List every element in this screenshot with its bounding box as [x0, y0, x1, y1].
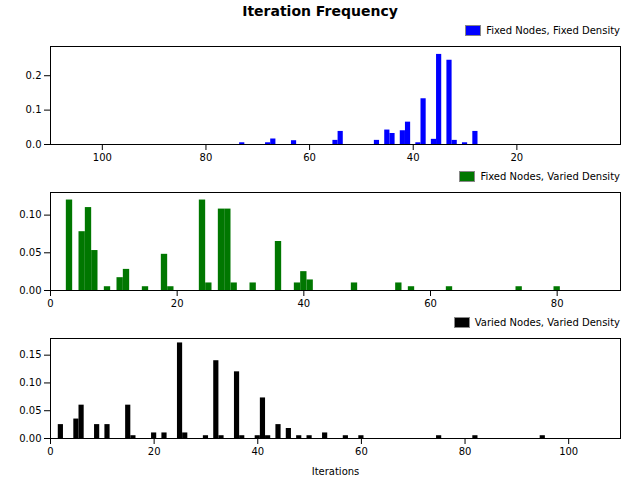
svg-text:0.15: 0.15 [19, 349, 41, 360]
svg-text:40: 40 [297, 298, 310, 309]
svg-text:80: 80 [459, 446, 472, 457]
html-text:Iteration Frequency: Iteration Frequency [242, 3, 398, 19]
svg-text:0.05: 0.05 [19, 247, 41, 258]
svg-text:60: 60 [424, 298, 437, 309]
html-text:Varied Nodes, Varied Density: Varied Nodes, Varied Density [474, 316, 620, 328]
svg-text:20: 20 [171, 298, 184, 309]
svg-text:Iterations: Iterations [312, 466, 360, 477]
svg-text:0.1: 0.1 [26, 104, 42, 115]
svg-text:40: 40 [251, 446, 264, 457]
svg-text:20: 20 [510, 152, 523, 163]
svg-text:0.00: 0.00 [19, 433, 41, 444]
svg-text:0.0: 0.0 [26, 139, 42, 150]
svg-text:0.05: 0.05 [19, 405, 41, 416]
svg-text:100: 100 [93, 152, 112, 163]
svg-text:0.2: 0.2 [26, 70, 42, 81]
svg-text:80: 80 [200, 152, 213, 163]
svg-text:20: 20 [148, 446, 161, 457]
svg-text:0: 0 [47, 298, 53, 309]
html-text:Fixed Nodes, Varied Density: Fixed Nodes, Varied Density [480, 170, 620, 182]
svg-text:80: 80 [551, 298, 564, 309]
svg-text:0.10: 0.10 [19, 377, 41, 388]
svg-text:0: 0 [47, 446, 53, 457]
svg-text:0.10: 0.10 [19, 209, 41, 220]
svg-text:0.00: 0.00 [19, 285, 41, 296]
html-text:Fixed Nodes, Fixed Density: Fixed Nodes, Fixed Density [486, 24, 620, 36]
svg-text:100: 100 [559, 446, 578, 457]
svg-text:40: 40 [407, 152, 420, 163]
svg-text:60: 60 [303, 152, 316, 163]
svg-text:60: 60 [355, 446, 368, 457]
